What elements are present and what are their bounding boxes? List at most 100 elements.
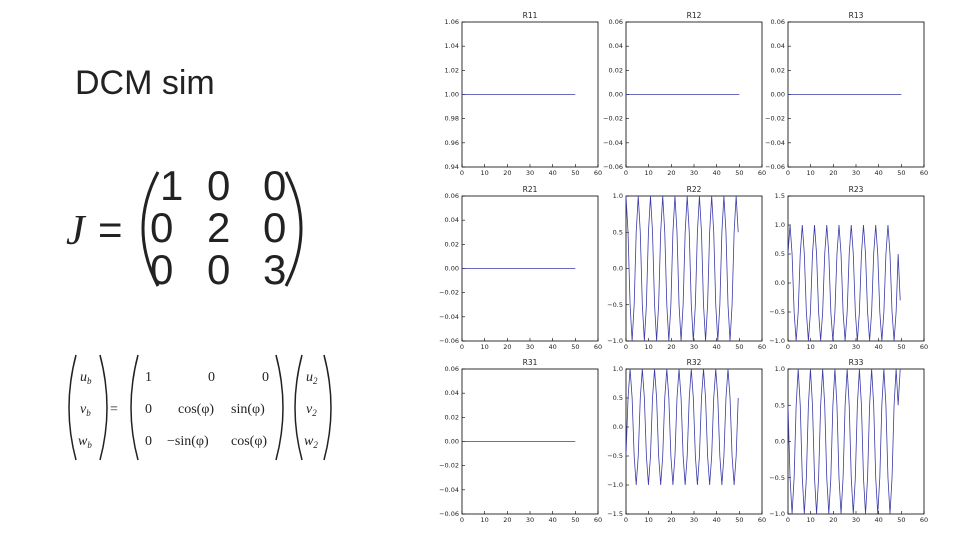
chart-title: R33 [849, 358, 864, 367]
matrix-entry: 0 [145, 402, 152, 417]
inertia-equation: J = 1 0 0 0 2 0 0 0 3 [66, 162, 303, 293]
y-tick-label: −1.5 [607, 510, 623, 518]
y-tick-label: −0.04 [765, 139, 785, 147]
y-tick-label: 0.5 [775, 401, 785, 409]
matrix-entry: 0 [150, 246, 173, 293]
data-line [625, 368, 739, 486]
x-tick-label: 60 [758, 169, 766, 177]
x-tick-label: 0 [786, 343, 790, 351]
y-tick-label: 1.0 [613, 192, 623, 200]
slide-title: DCM sim [75, 64, 215, 102]
subscript: 2 [313, 440, 318, 450]
chart: R21 0 10 20 30 40 50 60 −0.06 −0.04 −0.02 0.00 0.02 0… [439, 185, 602, 351]
x-tick-label: 10 [807, 169, 815, 177]
y-tick-label: 0.98 [445, 115, 459, 123]
x-tick-label: 40 [875, 169, 883, 177]
y-tick-label: −0.04 [439, 486, 459, 494]
y-tick-label: −1.0 [769, 510, 785, 518]
paren [130, 354, 139, 461]
x-tick-label: 50 [897, 343, 905, 351]
subscript: b [87, 376, 92, 386]
y-tick-label: −0.06 [439, 337, 459, 345]
x-tick-label: 30 [526, 169, 534, 177]
x-tick-label: 50 [735, 343, 743, 351]
x-tick-label: 50 [571, 169, 579, 177]
y-tick-label: −1.0 [607, 337, 623, 345]
y-tick-label: 0.00 [445, 265, 459, 273]
vector-entry: u2 [306, 370, 318, 386]
paren [294, 354, 303, 461]
y-tick-label: 0.04 [609, 42, 623, 50]
chart-title: R32 [687, 358, 702, 367]
chart: R31 0 10 20 30 40 50 60 −0.06 −0.04 −0.02 0.00 0.02 0… [439, 358, 602, 524]
y-tick-label: 0.0 [775, 438, 785, 446]
x-tick-label: 10 [645, 516, 653, 524]
x-tick-label: 20 [829, 516, 837, 524]
rotation-equation: ub vb wb = 1 0 0 0 cos(φ) sin(φ) 0 −sin(… [68, 354, 332, 461]
y-tick-label: −0.02 [765, 115, 785, 123]
paren [99, 354, 108, 461]
y-tick-label: 0.00 [771, 91, 785, 99]
x-tick-label: 30 [690, 169, 698, 177]
y-tick-label: 0.5 [613, 228, 623, 236]
matrix-entry: 0 [207, 162, 230, 209]
chart-title: R13 [849, 11, 864, 20]
x-tick-label: 20 [667, 343, 675, 351]
x-tick-label: 10 [807, 516, 815, 524]
x-tick-label: 40 [713, 343, 721, 351]
y-tick-label: 0.00 [445, 438, 459, 446]
y-tick-label: 0.0 [775, 279, 785, 287]
x-tick-label: 10 [481, 169, 489, 177]
paren [323, 354, 332, 461]
y-tick-label: 1.00 [445, 91, 459, 99]
y-tick-label: 0.5 [775, 250, 785, 258]
y-tick-label: 0.06 [771, 18, 785, 26]
x-tick-label: 0 [460, 169, 464, 177]
x-tick-label: 40 [549, 516, 557, 524]
chart-title: R12 [687, 11, 702, 20]
x-tick-label: 40 [713, 516, 721, 524]
x-tick-label: 40 [713, 169, 721, 177]
y-tick-label: −0.06 [603, 163, 623, 171]
plot-frame [625, 368, 763, 515]
matrix-entry: 0 [262, 370, 269, 385]
y-tick-label: 1.04 [445, 42, 459, 50]
paren [68, 354, 77, 461]
x-tick-label: 0 [786, 516, 790, 524]
x-tick-label: 20 [829, 343, 837, 351]
equation-equals: = [98, 206, 123, 253]
y-tick-label: 1.0 [775, 221, 785, 229]
symbol: w [78, 434, 88, 449]
x-tick-label: 60 [920, 516, 928, 524]
x-tick-label: 20 [667, 169, 675, 177]
y-tick-label: 0.04 [771, 42, 785, 50]
subscript: b [87, 440, 92, 450]
data-line [625, 195, 739, 342]
x-tick-label: 10 [807, 343, 815, 351]
x-tick-label: 60 [920, 169, 928, 177]
x-tick-label: 0 [460, 516, 464, 524]
x-tick-label: 20 [503, 169, 511, 177]
y-tick-label: 1.06 [445, 18, 459, 26]
y-tick-label: 0.94 [445, 163, 459, 171]
symbol: u [80, 370, 87, 385]
data-line [787, 368, 901, 515]
x-tick-label: 30 [690, 516, 698, 524]
matrix-entry: 0 [150, 204, 173, 251]
subscript: 2 [312, 408, 317, 418]
chart: R22 0 10 20 30 40 50 60 −1.0 −0.5 0.0 0.5 1.0 [607, 185, 766, 351]
x-tick-label: 20 [503, 343, 511, 351]
y-tick-label: −0.06 [765, 163, 785, 171]
y-tick-label: 1.02 [445, 66, 459, 74]
x-tick-label: 10 [645, 169, 653, 177]
x-tick-label: 30 [852, 343, 860, 351]
paren [275, 354, 284, 461]
chart-title: R21 [523, 185, 538, 194]
chart: R33 0 10 20 30 40 50 60 −1.0 −0.5 0.0 0.5 1.0 [769, 358, 928, 524]
y-tick-label: 0.04 [445, 389, 459, 397]
x-tick-label: 50 [571, 343, 579, 351]
y-tick-label: 1.5 [775, 192, 785, 200]
y-tick-label: −0.5 [769, 474, 785, 482]
x-tick-label: 0 [624, 169, 628, 177]
x-tick-label: 40 [875, 343, 883, 351]
